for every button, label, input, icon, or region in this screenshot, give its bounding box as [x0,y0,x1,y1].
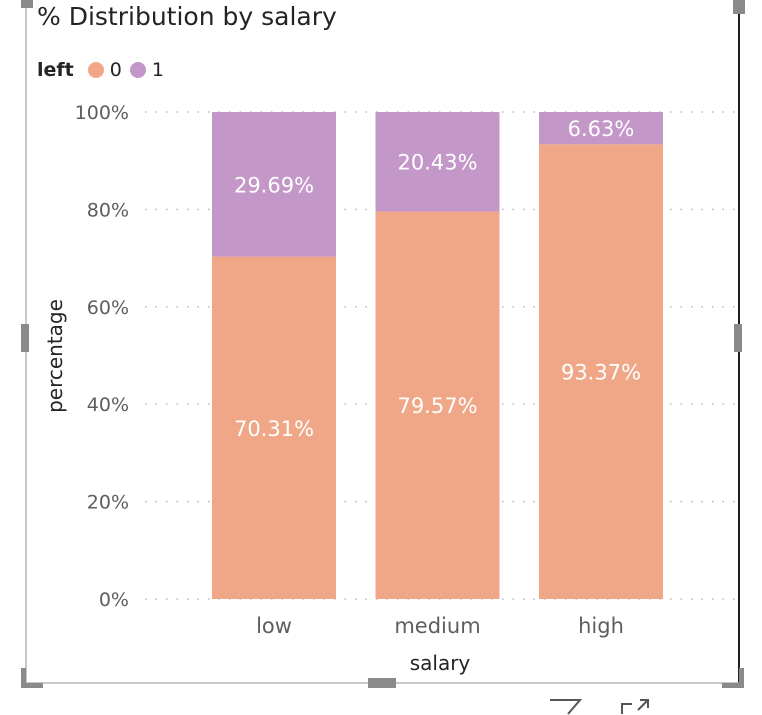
legend-item-1[interactable]: 1 [129,59,164,81]
resize-handle-top-left[interactable] [21,0,33,8]
resize-handle-top-right[interactable] [733,0,745,14]
bar-segment-high-1[interactable] [539,112,663,145]
data-label: 29.69% [234,173,314,197]
data-label: 79.57% [397,394,477,418]
y-tick-label: 40% [87,394,129,416]
bar-segment-low-1[interactable] [212,112,336,257]
resize-handle-bottom-right[interactable] [722,668,744,688]
y-tick-label: 80% [87,199,129,221]
x-tick-label: medium [394,614,480,638]
x-tick-label: high [578,614,624,638]
legend-item-0[interactable]: 0 [87,59,122,81]
legend-label-1: 1 [151,59,164,81]
resize-handle-left[interactable] [21,324,29,352]
visual-header-icons [550,699,649,715]
bar-segment-medium-0[interactable] [375,211,500,600]
focus-mode-icon[interactable] [621,699,649,714]
y-tick-label: 0% [99,589,129,611]
y-tick-label: 60% [87,297,129,319]
resize-handle-bottom[interactable] [368,678,396,688]
resize-handle-right[interactable] [734,324,742,352]
data-label: 93.37% [561,361,641,385]
legend-dot-1 [129,62,146,78]
y-tick-label: 20% [87,492,129,514]
data-label: 20.43% [397,151,477,175]
y-axis-title: percentage [43,299,67,413]
x-tick-label: low [256,614,292,638]
legend-label-0: 0 [109,59,122,81]
bar-segment-medium-1[interactable] [375,112,500,212]
filter-icon[interactable] [550,699,583,715]
y-tick-label: 100% [75,102,129,124]
legend-title: left [37,59,74,81]
bar-segment-high-0[interactable] [539,144,663,600]
data-label: 6.63% [568,117,635,141]
legend-dot-0 [87,62,104,78]
resize-handle-bottom-left[interactable] [21,668,43,688]
chart-title: % Distribution by salary [37,2,337,31]
x-axis-title: salary [410,651,471,675]
data-label: 70.31% [234,417,314,441]
legend: left 0 1 [37,57,172,83]
bar-segment-low-0[interactable] [212,256,336,599]
